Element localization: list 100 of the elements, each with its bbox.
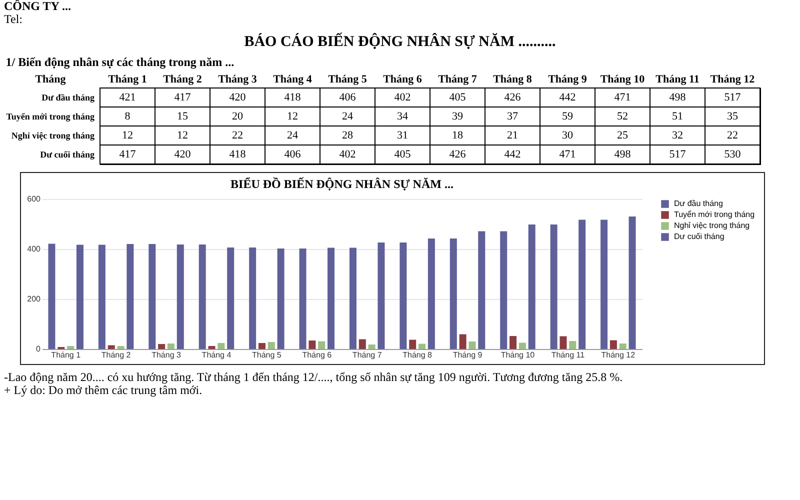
- data-label: 420: [174, 148, 192, 160]
- data-label: 418: [284, 92, 302, 104]
- bar: [277, 248, 284, 349]
- x-tick-label: Tháng 6: [302, 350, 332, 360]
- bar: [198, 244, 206, 349]
- x-tick-label: Tháng 10: [500, 350, 536, 360]
- data-label: 24: [342, 110, 354, 122]
- bar: [249, 248, 256, 349]
- x-tick-label: Tháng 3: [218, 74, 258, 86]
- x-tick-label: Tháng 5: [252, 350, 282, 360]
- bar: [98, 244, 106, 349]
- data-label: 471: [614, 92, 631, 104]
- data-label: 20: [232, 110, 244, 122]
- bar: [158, 344, 166, 349]
- y-tick-label: Dư đầu tháng: [42, 92, 95, 102]
- bar: [510, 336, 517, 349]
- bar: [299, 248, 306, 349]
- data-label: 517: [669, 148, 686, 160]
- bar: [76, 244, 84, 349]
- bar: [578, 220, 586, 349]
- bar: [227, 248, 234, 349]
- x-tick-label: Tháng 11: [551, 350, 586, 360]
- data-label: 405: [394, 148, 412, 160]
- data-label: 39: [452, 110, 464, 122]
- text: + Lý do: Do mở thêm các trung tâm mới.: [4, 383, 204, 397]
- bar: [468, 342, 476, 349]
- data-label: 32: [672, 130, 683, 142]
- x-tick-label: Tháng 12: [710, 74, 756, 86]
- x-tick-label: Tháng 9: [452, 350, 483, 360]
- x-tick-label: Tháng 4: [273, 74, 312, 86]
- bar: [619, 344, 626, 349]
- data-label: 21: [507, 130, 518, 142]
- x-tick-label: Tháng 6: [383, 74, 422, 86]
- text: -Lao động năm 20.... có xu hướng tăng. Từ tháng 1 đến tháng 12/...., tổng số nhân sự tăng 109 người. Tương đương tăng 25.8 %.: [4, 370, 624, 384]
- bar: [148, 244, 156, 349]
- bar: [167, 344, 174, 349]
- bar: [400, 242, 407, 349]
- x-tick-label: Tháng 12: [601, 350, 636, 360]
- data-label: 52: [617, 110, 628, 122]
- x-tick-label: Tháng 3: [152, 350, 182, 360]
- data-label: 15: [177, 110, 188, 122]
- bar: [518, 342, 526, 349]
- bar: [328, 248, 335, 349]
- bar: [126, 244, 134, 349]
- legend-label: Dư đầu tháng: [674, 199, 723, 208]
- data-label: 421: [119, 92, 136, 104]
- y-axis-title: Tháng: [35, 74, 66, 86]
- data-label: 30: [562, 130, 574, 142]
- bar: [418, 344, 426, 349]
- text: Tel:: [4, 12, 24, 26]
- bar: [409, 340, 416, 349]
- y-tick-label: Nghỉ việc trong tháng: [11, 130, 95, 140]
- bar: [459, 334, 466, 349]
- x-tick-label: Tháng 7: [352, 350, 382, 360]
- data-label: 59: [562, 110, 574, 122]
- x-tick-label: Tháng 7: [438, 74, 478, 86]
- data-label: 417: [119, 148, 136, 160]
- bar: [268, 342, 275, 349]
- bar: [378, 242, 385, 349]
- data-label: 517: [724, 92, 742, 104]
- data-label: 31: [397, 130, 408, 142]
- data-label: 442: [559, 92, 576, 104]
- data-label: 12: [122, 130, 133, 142]
- legend-label: Dư cuối tháng: [674, 232, 724, 241]
- data-label: 22: [232, 130, 243, 142]
- y-tick-label: 0: [36, 344, 42, 354]
- bar: [368, 344, 376, 349]
- data-label: 35: [727, 110, 738, 122]
- bar: [218, 343, 225, 349]
- data-label: 418: [229, 148, 246, 160]
- data-label: 25: [617, 130, 628, 142]
- x-tick-label: Tháng 11: [656, 74, 700, 86]
- data-label: 34: [397, 110, 408, 122]
- x-tick-label: Tháng 8: [493, 74, 532, 86]
- x-tick-label: Tháng 9: [548, 74, 588, 86]
- data-label: 426: [449, 148, 466, 160]
- y-tick-label: Dư cuối tháng: [40, 150, 95, 160]
- data-label: 24: [287, 130, 298, 142]
- legend-label: Tuyển mới trong tháng: [674, 210, 755, 219]
- data-label: 471: [559, 148, 576, 160]
- bar: [428, 238, 435, 349]
- bar: [478, 231, 486, 349]
- bar: [176, 244, 184, 349]
- data-label: 51: [672, 110, 683, 122]
- bar: [308, 340, 316, 349]
- data-label: 406: [284, 148, 302, 160]
- data-label: 498: [669, 92, 686, 104]
- data-label: 442: [504, 148, 521, 160]
- data-label: 28: [342, 130, 354, 142]
- x-tick-label: Tháng 2: [101, 350, 132, 360]
- y-tick-label: Tuyển mới trong tháng: [6, 112, 95, 122]
- bar: [318, 341, 326, 349]
- bar: [450, 238, 457, 349]
- data-label: 498: [614, 148, 632, 160]
- legend-label: Nghỉ việc trong tháng: [674, 221, 750, 230]
- data-label: 8: [124, 110, 131, 122]
- text: BÁO CÁO BIẾN ĐỘNG NHÂN SỰ NĂM ..........: [243, 34, 557, 51]
- data-label: 37: [507, 110, 518, 122]
- x-tick-label: Tháng 5: [328, 74, 368, 86]
- data-label: 12: [287, 110, 298, 122]
